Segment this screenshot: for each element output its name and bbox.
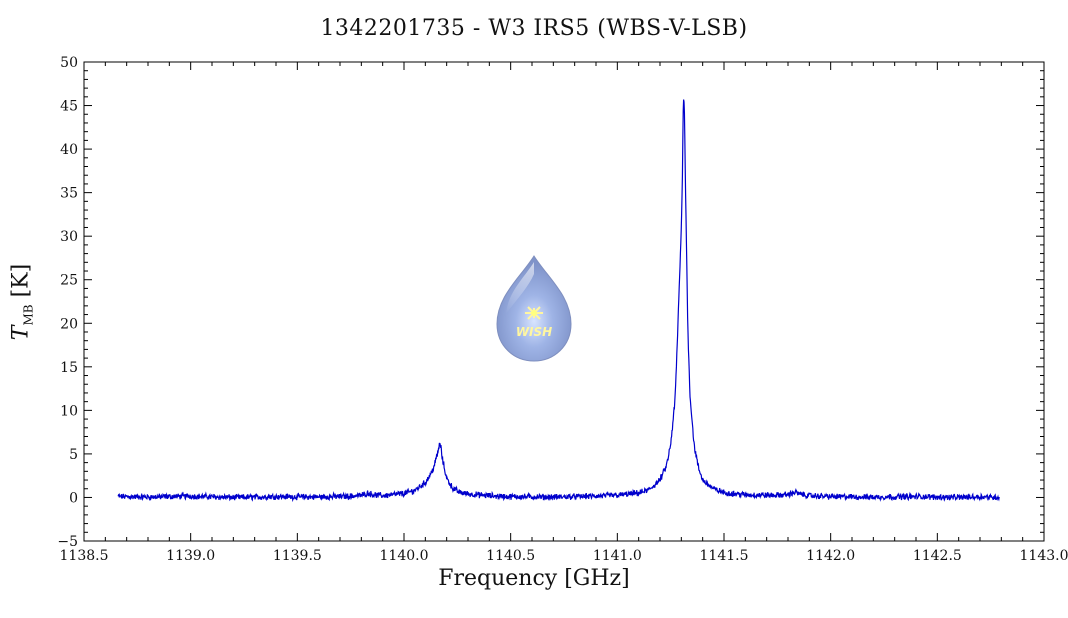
plot-frame <box>83 61 1045 542</box>
x-tick-label: 1142.5 <box>913 548 962 564</box>
chart-title: 1342201735 - W3 IRS5 (WBS-V-LSB) <box>320 16 748 41</box>
y-tick-label: −5 <box>57 534 78 550</box>
y-tick-label: 0 <box>69 490 78 506</box>
y-tick-label: 5 <box>69 447 78 463</box>
y-tick-label: 15 <box>60 360 78 376</box>
y-tick-label: 30 <box>60 229 78 245</box>
y-tick-label: 50 <box>60 55 78 71</box>
y-tick-label: 40 <box>60 142 78 158</box>
x-tick-label: 1139.0 <box>166 548 215 564</box>
x-tick-label: 1142.0 <box>806 548 855 564</box>
y-tick-label: 45 <box>60 99 78 115</box>
x-tick-label: 1140.0 <box>380 548 429 564</box>
y-tick-label: 10 <box>60 403 78 419</box>
x-tick-label: 1141.0 <box>593 548 642 564</box>
x-tick-label: 1143.0 <box>1020 548 1068 564</box>
series-line <box>117 99 1000 503</box>
x-tick-label: 1138.5 <box>60 548 109 564</box>
wish-logo-text: WISH <box>516 325 552 339</box>
wish-logo: WISH <box>496 255 572 362</box>
x-tick-label: 1140.5 <box>486 548 535 564</box>
y-tick-label: 35 <box>60 186 78 202</box>
x-tick-label: 1139.5 <box>273 548 322 564</box>
star-core <box>531 310 537 316</box>
y-tick-label: 20 <box>60 316 78 332</box>
tick-labels: 1138.5 1139.0 1139.5 1140.0 1140.5 1141.0 1141… <box>57 55 1068 564</box>
x-axis-label: Frequency [GHz] <box>438 566 630 591</box>
y-tick-label: 25 <box>60 273 78 289</box>
x-tick-label: 1141.5 <box>700 548 749 564</box>
axis-ticks <box>83 61 1045 542</box>
